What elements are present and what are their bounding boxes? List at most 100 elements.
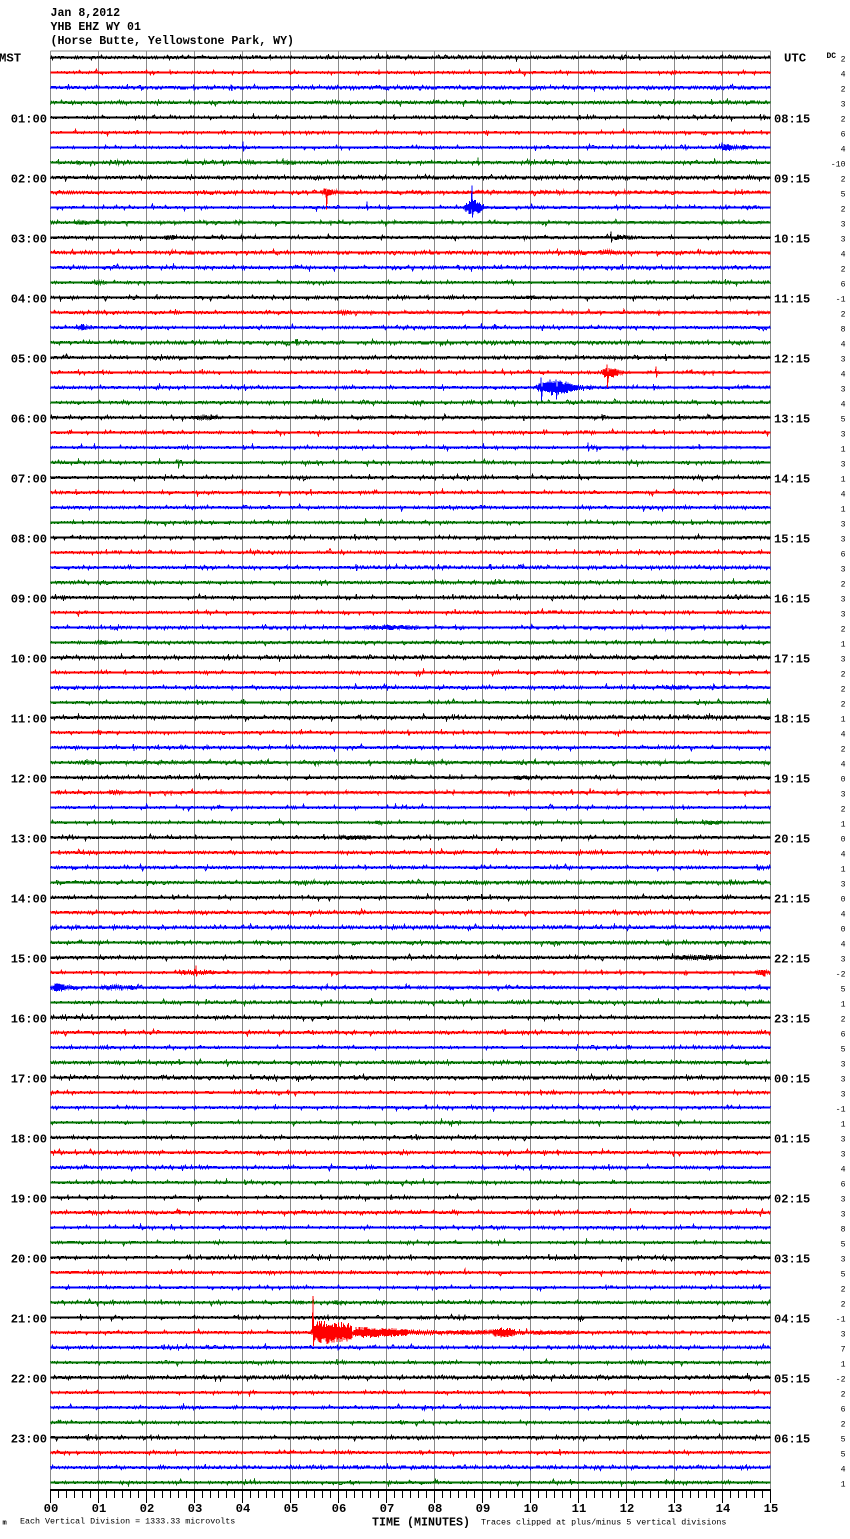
svg-text:09: 09: [476, 1502, 491, 1516]
svg-text:13:00: 13:00: [11, 833, 47, 847]
svg-text:3: 3: [841, 1256, 846, 1265]
svg-text:6: 6: [841, 281, 846, 290]
svg-text:12: 12: [620, 1502, 635, 1516]
svg-text:4: 4: [841, 911, 846, 920]
svg-text:21:00: 21:00: [11, 1313, 47, 1327]
svg-text:13:15: 13:15: [774, 413, 810, 427]
svg-text:3: 3: [841, 461, 846, 470]
svg-text:5: 5: [841, 1436, 846, 1445]
svg-text:4: 4: [841, 1166, 846, 1175]
svg-text:3: 3: [841, 386, 846, 395]
svg-text:Traces clipped at plus/minus 5: Traces clipped at plus/minus 5 vertical …: [481, 1518, 726, 1528]
svg-text:2: 2: [841, 86, 846, 95]
svg-text:01:00: 01:00: [11, 113, 47, 127]
svg-text:3: 3: [841, 956, 846, 965]
svg-text:3: 3: [841, 566, 846, 575]
svg-text:2: 2: [841, 266, 846, 275]
svg-text:3: 3: [841, 656, 846, 665]
svg-text:0: 0: [841, 776, 846, 785]
svg-text:23:00: 23:00: [11, 1433, 47, 1447]
svg-text:3: 3: [841, 611, 846, 620]
svg-text:11:00: 11:00: [11, 713, 47, 727]
svg-text:05:00: 05:00: [11, 353, 47, 367]
svg-text:06:15: 06:15: [774, 1433, 810, 1447]
svg-text:-10: -10: [831, 161, 846, 170]
svg-text:2: 2: [841, 671, 846, 680]
svg-text:3: 3: [841, 791, 846, 800]
svg-text:3: 3: [841, 596, 846, 605]
svg-text:12:15: 12:15: [774, 353, 810, 367]
svg-text:m: m: [3, 1520, 7, 1528]
svg-text:4: 4: [841, 941, 846, 950]
svg-text:3: 3: [841, 1151, 846, 1160]
svg-text:6: 6: [841, 1031, 846, 1040]
svg-text:05: 05: [284, 1502, 299, 1516]
svg-text:1: 1: [841, 476, 846, 485]
svg-text:6: 6: [841, 551, 846, 560]
svg-text:15:15: 15:15: [774, 533, 810, 547]
svg-text:4: 4: [841, 761, 846, 770]
svg-text:04: 04: [236, 1502, 251, 1516]
svg-text:2: 2: [841, 701, 846, 710]
svg-text:08:15: 08:15: [774, 113, 810, 127]
svg-text:3: 3: [841, 881, 846, 890]
svg-text:01: 01: [92, 1502, 107, 1516]
svg-text:19:15: 19:15: [774, 773, 810, 787]
svg-text:20:00: 20:00: [11, 1253, 47, 1267]
svg-text:15:00: 15:00: [11, 953, 47, 967]
svg-text:3: 3: [841, 521, 846, 530]
svg-text:4: 4: [841, 146, 846, 155]
svg-text:02:15: 02:15: [774, 1193, 810, 1207]
svg-text:15: 15: [764, 1502, 779, 1516]
svg-text:1: 1: [841, 1361, 846, 1370]
svg-text:13: 13: [668, 1502, 683, 1516]
svg-text:(Horse Butte, Yellowstone Park: (Horse Butte, Yellowstone Park, WY): [51, 35, 295, 48]
svg-text:MST: MST: [0, 52, 22, 66]
svg-text:04:15: 04:15: [774, 1313, 810, 1327]
svg-text:0: 0: [841, 926, 846, 935]
svg-text:3: 3: [841, 1136, 846, 1145]
svg-text:06:00: 06:00: [11, 413, 47, 427]
svg-text:14: 14: [716, 1502, 731, 1516]
svg-text:3: 3: [841, 236, 846, 245]
svg-text:02:00: 02:00: [11, 173, 47, 187]
svg-text:03:00: 03:00: [11, 233, 47, 247]
svg-text:3: 3: [841, 536, 846, 545]
svg-text:7: 7: [841, 1346, 846, 1355]
svg-text:03:15: 03:15: [774, 1253, 810, 1267]
svg-text:1: 1: [841, 446, 846, 455]
svg-text:14:15: 14:15: [774, 473, 810, 487]
svg-text:3: 3: [841, 1196, 846, 1205]
svg-text:03: 03: [188, 1502, 203, 1516]
svg-text:1: 1: [841, 1481, 846, 1490]
svg-text:Jan 8,2012: Jan 8,2012: [51, 7, 121, 20]
svg-text:4: 4: [841, 71, 846, 80]
svg-text:6: 6: [841, 131, 846, 140]
svg-text:3: 3: [841, 356, 846, 365]
svg-text:00:15: 00:15: [774, 1073, 810, 1087]
svg-text:3: 3: [841, 1076, 846, 1085]
svg-text:04:00: 04:00: [11, 293, 47, 307]
svg-text:DC: DC: [827, 52, 837, 61]
svg-text:3: 3: [841, 1331, 846, 1340]
svg-text:4: 4: [841, 1466, 846, 1475]
svg-text:3: 3: [841, 431, 846, 440]
svg-text:2: 2: [841, 176, 846, 185]
svg-text:3: 3: [841, 101, 846, 110]
svg-text:4: 4: [841, 491, 846, 500]
svg-text:5: 5: [841, 416, 846, 425]
svg-text:5: 5: [841, 191, 846, 200]
svg-text:5: 5: [841, 986, 846, 995]
svg-text:10:00: 10:00: [11, 653, 47, 667]
svg-text:1: 1: [841, 506, 846, 515]
svg-text:2: 2: [841, 746, 846, 755]
svg-text:1: 1: [841, 821, 846, 830]
svg-text:19:00: 19:00: [11, 1193, 47, 1207]
svg-text:21:15: 21:15: [774, 893, 810, 907]
svg-text:TIME (MINUTES): TIME (MINUTES): [372, 1515, 470, 1529]
svg-text:2: 2: [841, 311, 846, 320]
svg-text:08:00: 08:00: [11, 533, 47, 547]
svg-text:08: 08: [428, 1502, 443, 1516]
svg-text:3: 3: [841, 1091, 846, 1100]
svg-text:00: 00: [44, 1502, 59, 1516]
